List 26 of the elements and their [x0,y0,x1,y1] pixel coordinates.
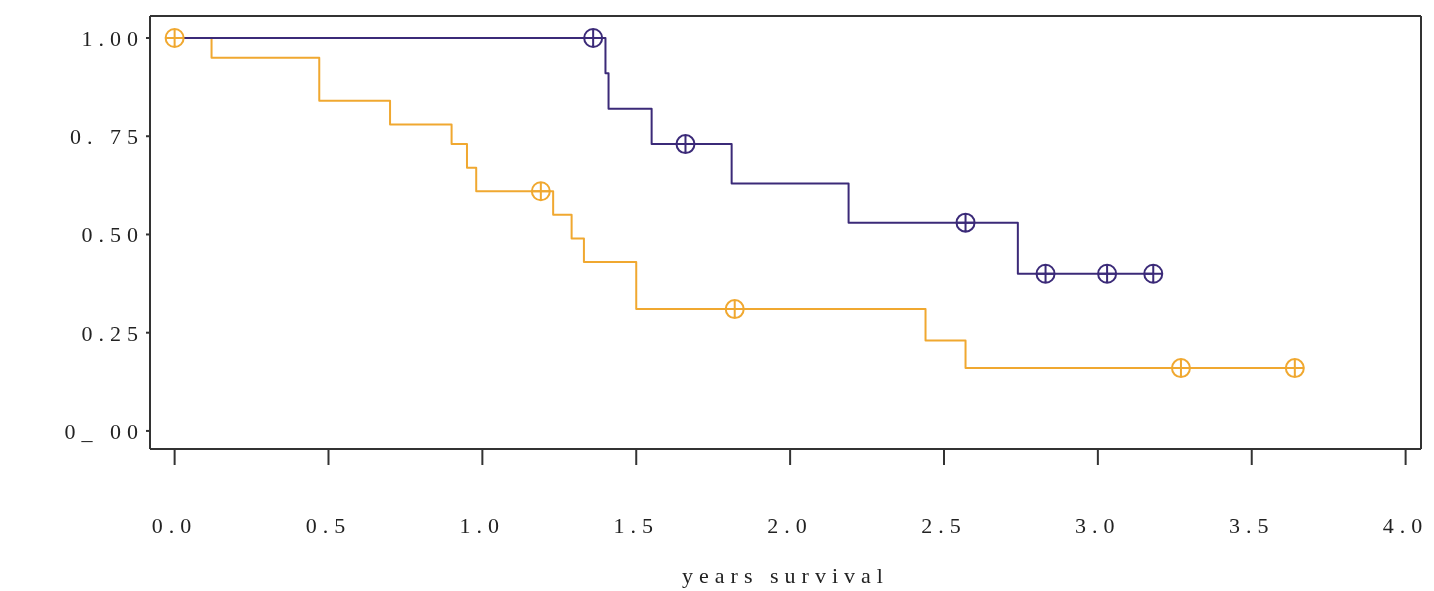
y-tick-label: 0_ 00 [64,418,144,444]
point [530,181,551,202]
point [955,212,976,233]
point [583,28,604,48]
x-tick-label: 3.0 [1075,512,1121,538]
x-tick-label: 2.0 [767,512,813,538]
x-tick-label: 2.5 [921,512,967,538]
x-tick-label: 1.0 [459,512,506,538]
point [1143,263,1164,284]
x-tick-label: 4.0 [1382,512,1429,538]
point [1097,263,1118,284]
point [675,134,696,155]
point [1170,358,1191,379]
y-tick-label: 0.50 [81,222,144,248]
y-tick-label: 0. 75 [70,124,144,150]
x-axis-title: years survival [682,563,889,588]
point [164,28,185,48]
point [724,299,745,320]
x-tick-label: 3.5 [1228,512,1275,538]
y-tick-label: 0.25 [81,320,144,346]
x-tick-label: 0.5 [305,512,352,538]
point [1284,358,1305,379]
y-tick-label: 1.00 [81,25,144,51]
x-tick-label: 0.0 [151,512,198,538]
x-tick-label: 1.5 [613,512,659,538]
point [1035,263,1056,284]
